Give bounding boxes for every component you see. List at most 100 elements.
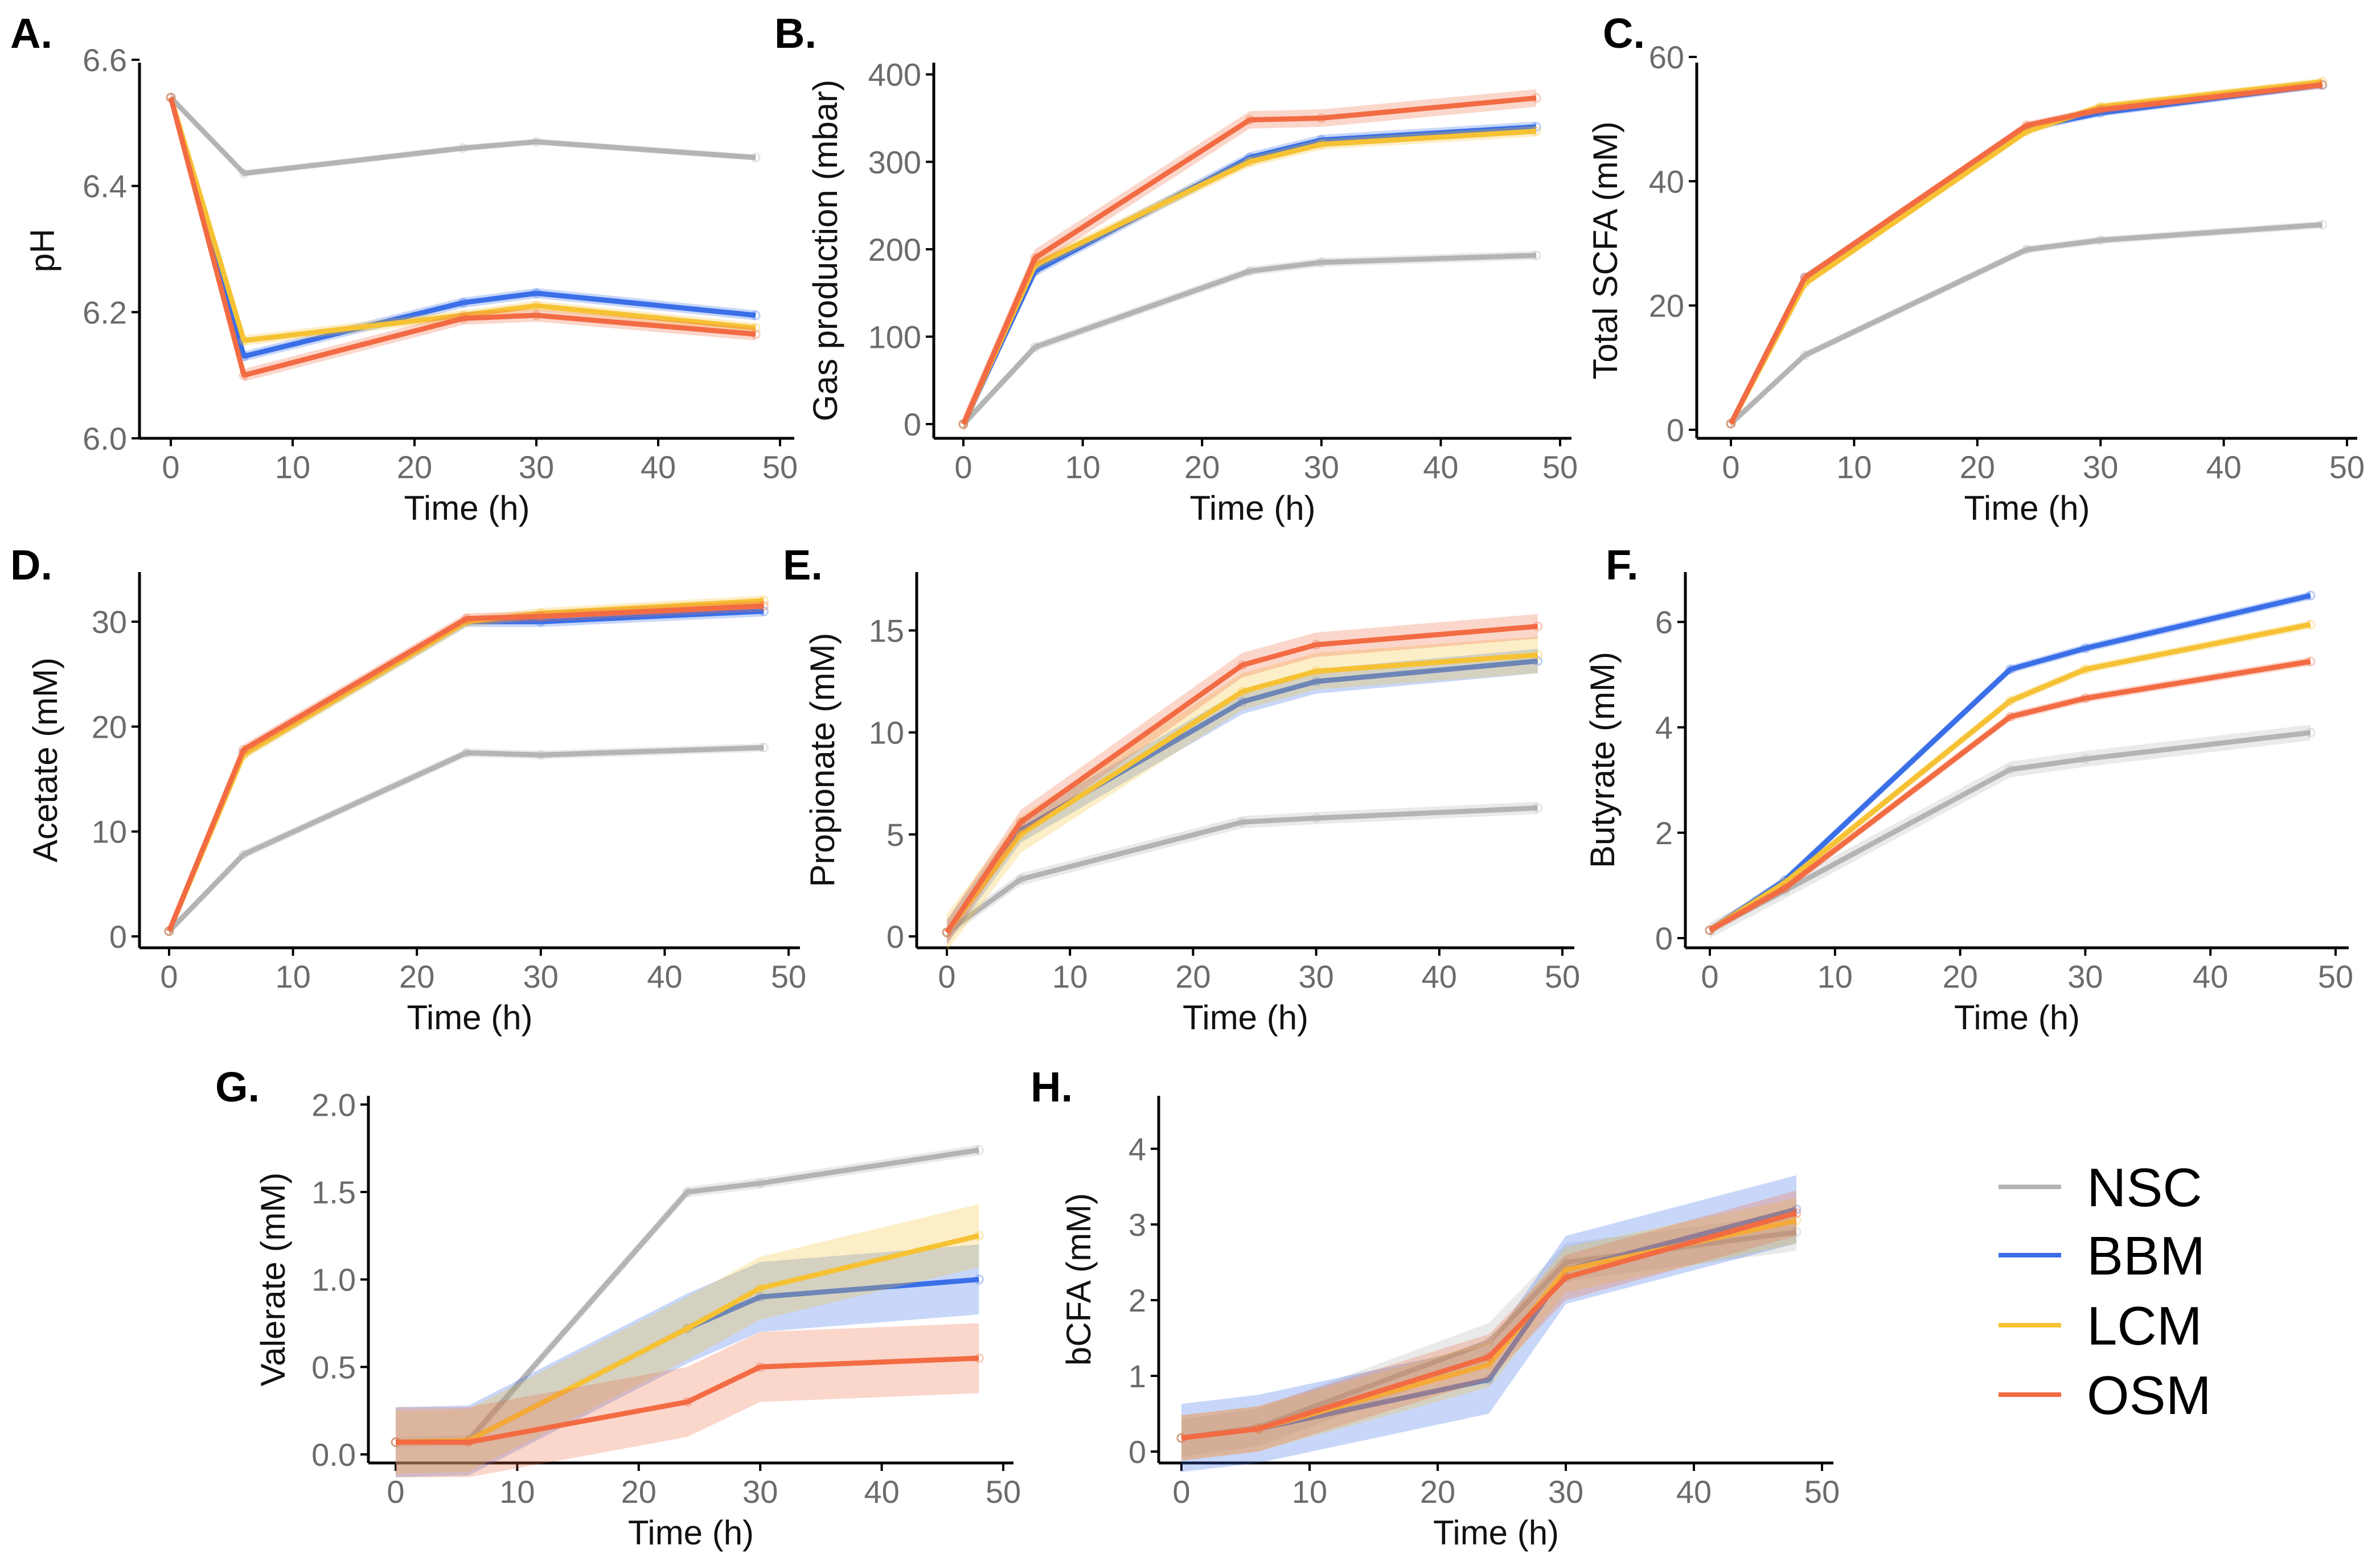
x-tick-label: 0	[1172, 1474, 1190, 1510]
series-nsc	[1726, 220, 2328, 429]
confidence-band	[1181, 1198, 1796, 1461]
data-point	[1705, 925, 1715, 935]
data-point	[2021, 120, 2032, 130]
x-axis-title: Time (h)	[1433, 1514, 1559, 1552]
x-tick-label: 30	[519, 449, 554, 485]
data-point	[536, 611, 546, 622]
x-tick-label: 20	[1420, 1474, 1455, 1510]
series-osm	[166, 91, 761, 382]
x-tick-label: 40	[641, 449, 676, 485]
data-point	[458, 143, 469, 153]
series-line	[945, 805, 1538, 935]
data-point	[1245, 157, 1255, 167]
data-point	[758, 742, 769, 753]
x-tick-label: 30	[1298, 959, 1333, 994]
series-nsc	[942, 801, 1543, 939]
data-point	[958, 419, 969, 429]
series-bbm	[164, 606, 769, 936]
data-point	[758, 595, 769, 606]
data-point	[2021, 244, 2032, 254]
panel-e: E. 0 10 20 30 40 50 0 5 10 15 Time (h) Propionate (m…	[783, 541, 1580, 1037]
panel-tag: D.	[10, 541, 52, 589]
legend-label-osm: OSM	[2087, 1365, 2211, 1426]
series-line	[945, 652, 1538, 934]
series-osm	[1726, 80, 2328, 429]
x-axis-title: Time (h)	[1964, 489, 2090, 527]
data-point	[1800, 350, 1810, 360]
x-axis-title: Time (h)	[404, 489, 530, 527]
series-lcm	[942, 636, 1543, 951]
series-line	[1729, 222, 2323, 426]
confidence-band	[169, 601, 764, 936]
confidence-band	[169, 606, 764, 936]
x-tick-label: 10	[275, 449, 310, 485]
x-tick-label: 0	[938, 959, 955, 994]
panel-f: F. 0 10 20 30 40 50 0 2 4 6 Time (h) Butyrate (mM)	[1583, 541, 2353, 1037]
data-point	[1780, 883, 1790, 893]
y-tick-label: 20	[1649, 288, 1684, 324]
data-point	[531, 310, 541, 320]
y-tick-label: 60	[1649, 39, 1684, 75]
y-tick-label: 2.0	[311, 1087, 356, 1123]
x-tick-label: 50	[986, 1474, 1021, 1510]
y-tick-label: 40	[1649, 163, 1684, 199]
confidence-band	[169, 595, 764, 936]
data-point	[2080, 693, 2090, 704]
x-tick-label: 10	[1052, 959, 1088, 994]
data-point	[1791, 1215, 1802, 1226]
data-point	[974, 1145, 984, 1155]
legend-label-nsc: NSC	[2087, 1157, 2202, 1218]
y-tick-label: 3	[1129, 1207, 1146, 1243]
y-tick-label: 1.0	[311, 1262, 356, 1298]
data-point	[1484, 1352, 1494, 1362]
series-osm	[1176, 1190, 1802, 1461]
series-osm	[1705, 656, 2316, 935]
data-point	[2095, 235, 2106, 245]
x-axis-title: Time (h)	[628, 1514, 754, 1552]
data-point	[2005, 764, 2016, 775]
data-point	[750, 153, 761, 163]
data-point	[2080, 664, 2090, 675]
series-line	[168, 97, 756, 378]
x-tick-label: 0	[954, 449, 972, 485]
x-tick-label: 10	[499, 1474, 535, 1510]
data-point	[682, 1323, 692, 1334]
data-point	[1561, 1257, 1571, 1268]
y-tick-label: 5	[887, 817, 904, 853]
series-line	[961, 129, 1537, 425]
confidence-band	[947, 648, 1538, 945]
x-tick-label: 20	[1960, 449, 1995, 485]
series-lcm	[958, 126, 1541, 430]
data-point	[1311, 666, 1322, 676]
data-point	[391, 1437, 401, 1447]
panel-c: C. 0 10 20 30 40 50 0 20 40 60 Time (h) Total SCFA (…	[1586, 10, 2365, 527]
data-point	[1533, 650, 1543, 660]
confidence-band	[1181, 1213, 1796, 1457]
data-point	[239, 745, 249, 755]
data-point	[531, 288, 541, 298]
x-tick-label: 50	[771, 959, 806, 994]
data-point	[750, 329, 761, 339]
y-tick-label: 2	[1129, 1283, 1146, 1318]
data-point	[1237, 697, 1248, 707]
series-lcm	[164, 595, 769, 936]
data-point	[758, 601, 769, 611]
y-tick-label: 0.0	[311, 1437, 356, 1473]
panel-a: A. 0 10 20 30 40 50 6.0 6.2 6.4 6.6 Time (h) pH	[10, 10, 798, 527]
x-tick-label: 50	[2318, 959, 2353, 994]
x-tick-label: 20	[397, 449, 432, 485]
x-tick-label: 40	[1423, 449, 1458, 485]
y-tick-label: 0	[887, 919, 904, 955]
confidence-band	[169, 743, 764, 936]
data-point	[461, 614, 471, 624]
panel-b: B. 0 10 20 30 40 50 0 100 200 300 400 Time (h) Gas pr…	[774, 10, 1578, 527]
y-tick-label: 300	[868, 144, 921, 180]
data-point	[1237, 817, 1248, 827]
data-point	[1316, 257, 1327, 268]
x-axis-title: Time (h)	[407, 998, 532, 1037]
x-tick-label: 30	[1304, 449, 1339, 485]
data-point	[1561, 1265, 1571, 1275]
data-point	[750, 310, 761, 320]
panel-tag: B.	[774, 10, 816, 57]
confidence-band	[171, 92, 756, 361]
